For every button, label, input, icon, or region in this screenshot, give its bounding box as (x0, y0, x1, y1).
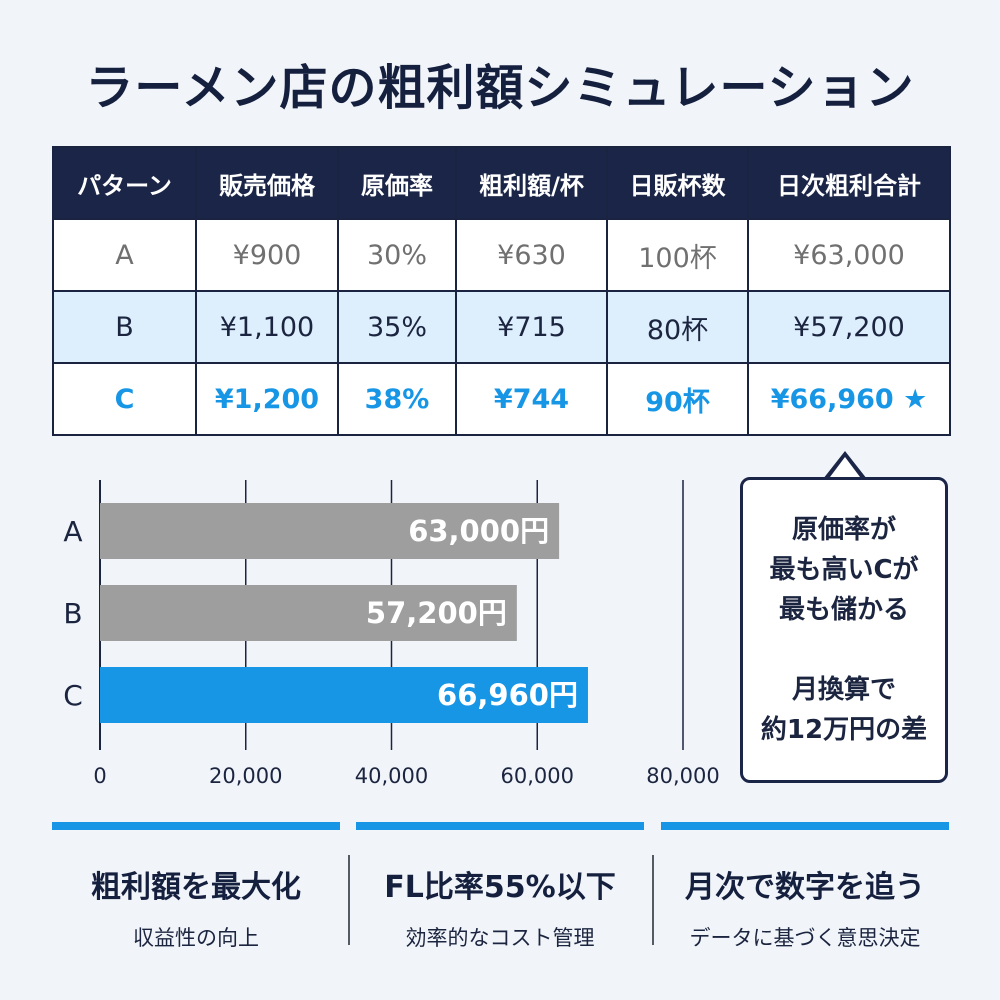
table-cell: ¥715 (455, 290, 608, 364)
feature-heading: FL比率55%以下 (384, 870, 616, 905)
table-cell: ¥900 (195, 218, 339, 292)
table-cell: C (52, 362, 197, 436)
table-cell: ¥1,100 (195, 290, 339, 364)
table-cell: 30% (337, 218, 457, 292)
feature-maximize-gross: 粗利額を最大化 収益性の向上 (46, 862, 346, 952)
header-pattern: パターン (52, 146, 197, 220)
table-row-c: C ¥1,200 38% ¥744 90杯 ¥66,960 ★ (52, 362, 951, 436)
callout-box: 原価率が 最も高いCが 最も儲かる 月換算で 約12万円の差 (740, 477, 948, 783)
table-row-b: B ¥1,100 35% ¥715 80杯 ¥57,200 (52, 290, 951, 364)
bar-c (100, 667, 588, 723)
bar-a (100, 503, 560, 559)
table-cell: ¥66,960 ★ (747, 362, 951, 436)
accent-line (661, 822, 949, 830)
feature-monthly-tracking: 月次で数字を追う データに基づく意思決定 (655, 862, 955, 952)
x-tick-label: 20,000 (209, 764, 282, 788)
feature-heading: 粗利額を最大化 (91, 870, 301, 905)
bar-value-label: 63,000円 (408, 514, 549, 548)
table-cell: ¥57,200 (747, 290, 951, 364)
header-daily-gross-total: 日次粗利合計 (747, 146, 951, 220)
page-title: ラーメン店の粗利額シミュレーション (85, 60, 915, 116)
accent-line (356, 822, 644, 830)
bar-value-label: 57,200円 (366, 596, 507, 630)
bar-chart: 0 20,000 40,000 60,000 80,000 A 63,000円 B 57,200… (63, 480, 720, 788)
category-label: B (63, 597, 82, 630)
table-cell: 35% (337, 290, 457, 364)
x-tick-label: 80,000 (646, 764, 719, 788)
header-gross-per-bowl: 粗利額/杯 (455, 146, 608, 220)
category-label: C (63, 679, 83, 712)
divider (348, 855, 350, 945)
x-tick-label: 0 (93, 764, 106, 788)
callout-line: 原価率が (791, 515, 896, 545)
accent-line (52, 822, 340, 830)
table-cell: A (52, 218, 197, 292)
feature-heading: 月次で数字を追う (685, 870, 925, 905)
divider (652, 855, 654, 945)
x-tick-label: 60,000 (501, 764, 574, 788)
feature-subtext: 収益性の向上 (133, 926, 259, 950)
callout-line: 月換算で (791, 675, 896, 705)
table-cell: 100杯 (606, 218, 749, 292)
table-cell: 80杯 (606, 290, 749, 364)
table-cell: ¥744 (455, 362, 608, 436)
callout-line: 最も儲かる (778, 595, 909, 625)
table-cell: ¥630 (455, 218, 608, 292)
table-cell: ¥1,200 (195, 362, 339, 436)
feature-subtext: データに基づく意思決定 (689, 926, 921, 950)
table-cell: 90杯 (606, 362, 749, 436)
feature-subtext: 効率的なコスト管理 (405, 926, 595, 950)
category-label: A (63, 515, 82, 548)
bar-b (100, 585, 517, 641)
header-cost-rate: 原価率 (337, 146, 457, 220)
bar-value-label: 66,960円 (437, 678, 578, 712)
table-cell: 38% (337, 362, 457, 436)
table-cell: ¥63,000 (747, 218, 951, 292)
table-row-a: A ¥900 30% ¥630 100杯 ¥63,000 (52, 218, 951, 292)
simulation-table: パターン 販売価格 原価率 粗利額/杯 日販杯数 日次粗利合計 A ¥900 3… (52, 146, 951, 436)
header-price: 販売価格 (195, 146, 339, 220)
table-header-row: パターン 販売価格 原価率 粗利額/杯 日販杯数 日次粗利合計 (52, 146, 951, 220)
x-tick-label: 40,000 (355, 764, 428, 788)
header-daily-bowls: 日販杯数 (606, 146, 749, 220)
callout-line: 最も高いCが (769, 555, 919, 585)
table-cell: B (52, 290, 197, 364)
feature-fl-ratio: FL比率55%以下 効率的なコスト管理 (350, 862, 650, 952)
callout-line: 約12万円の差 (760, 715, 928, 745)
